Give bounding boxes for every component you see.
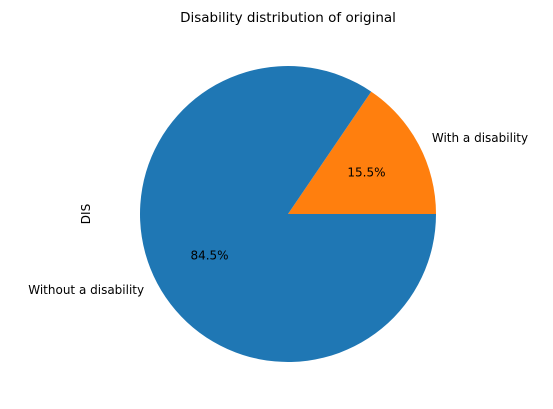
chart-title: Disability distribution of original <box>180 10 396 26</box>
pie-slice-1 <box>140 65 437 362</box>
slice-label-0: With a disability <box>432 131 528 145</box>
pie-slice-0 <box>288 91 436 214</box>
slice-percent-0: 15.5% <box>347 165 385 179</box>
slice-label-1: Without a disability <box>28 283 144 297</box>
y-axis-label: DIS <box>79 204 93 224</box>
slice-percent-1: 84.5% <box>190 249 228 263</box>
pie-labels: With a disability 15.5% Without a disabili… <box>28 131 528 297</box>
pie-slices <box>140 65 437 362</box>
